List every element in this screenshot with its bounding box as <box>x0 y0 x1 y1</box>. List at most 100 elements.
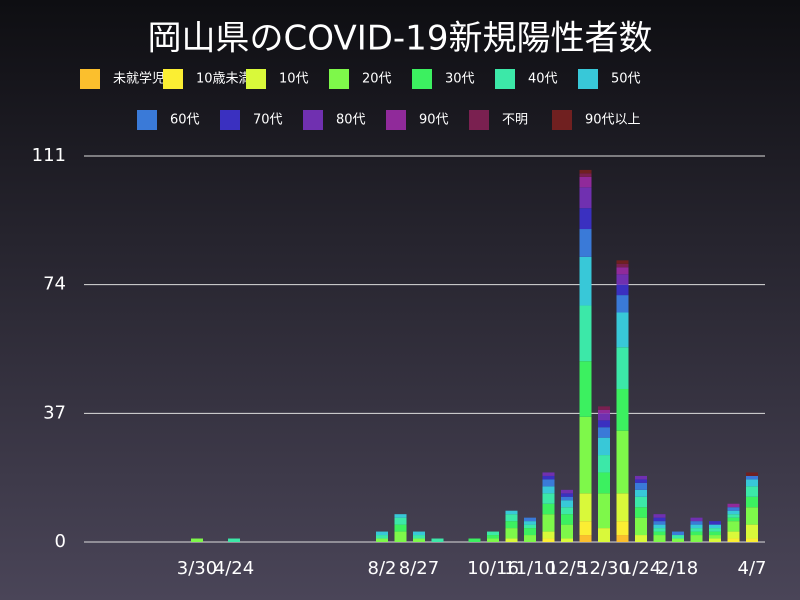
bar-segment <box>542 472 555 476</box>
legend-label: 未就学児 <box>113 71 165 87</box>
bar-segment <box>394 531 407 542</box>
bar-segment <box>542 493 555 504</box>
bar-segment <box>690 528 703 532</box>
bar-segment <box>487 531 499 536</box>
legend-label: 50代 <box>611 72 641 87</box>
bar-segment <box>561 524 573 539</box>
legend-swatch <box>469 110 489 130</box>
legend-label: 30代 <box>445 72 475 87</box>
bar-segment <box>653 514 666 518</box>
bar-segment <box>579 208 592 230</box>
bar-segment <box>727 510 740 515</box>
bar-segment <box>616 347 629 389</box>
bar-segment <box>413 538 425 542</box>
bar-segment <box>542 475 555 480</box>
bar-segment <box>690 535 703 542</box>
x-tick-label: 4/24 <box>214 558 254 579</box>
legend-label: 90代以上 <box>585 113 641 128</box>
bar-segment <box>228 538 240 542</box>
y-tick-label: 37 <box>43 402 66 423</box>
bar-segment <box>505 521 518 529</box>
bar-segment <box>542 538 555 542</box>
bar-segment <box>727 538 740 542</box>
bar-segment <box>579 187 592 209</box>
bar-segment <box>727 531 740 539</box>
bar-segment <box>746 524 758 539</box>
bar-segment <box>635 479 647 483</box>
bar-segment <box>616 493 629 522</box>
bar-segment <box>616 430 629 494</box>
bar-segment <box>579 229 592 257</box>
bar-segment <box>505 514 518 522</box>
bar-segment <box>561 496 573 501</box>
bar-segment <box>746 496 758 508</box>
bar-segment <box>524 517 536 522</box>
legend-swatch <box>303 110 323 130</box>
bar-segment <box>635 507 647 518</box>
bar-segment <box>598 437 610 456</box>
bar-segment <box>635 496 647 508</box>
bar-segment <box>394 524 407 532</box>
bar-segment <box>542 503 555 515</box>
legend-swatch <box>137 110 157 130</box>
bar-segment <box>616 263 629 268</box>
y-tick-label: 74 <box>43 274 66 295</box>
bar-segment <box>579 176 592 188</box>
legend-label: 10代 <box>279 72 309 87</box>
bar-segment <box>376 535 388 539</box>
bar-segment <box>598 427 610 438</box>
bar-segment <box>635 482 647 490</box>
bar-segment <box>690 517 703 522</box>
bar-segment <box>542 479 555 487</box>
x-tick-label: 12/30 <box>578 558 630 579</box>
bar-segment <box>616 312 629 348</box>
bar-segment <box>505 538 518 542</box>
legend-swatch <box>220 110 240 130</box>
y-tick-label: 111 <box>32 145 66 166</box>
bar-segment <box>579 416 592 494</box>
x-tick-label: 12/5 <box>547 558 587 579</box>
bar-segment <box>191 538 203 542</box>
bar-segment <box>524 535 536 542</box>
bar-segment <box>709 535 721 539</box>
bar-segment <box>579 521 592 536</box>
bar-segment <box>579 535 592 542</box>
bar-segment <box>727 517 740 522</box>
bar-segment <box>672 531 684 536</box>
bar-segment <box>616 535 629 542</box>
bar-segment <box>727 503 740 508</box>
bar-segment <box>653 531 666 536</box>
bar-segment <box>616 260 629 264</box>
bar-segment <box>653 528 666 532</box>
bar-segment <box>746 538 758 542</box>
bar-segment <box>672 538 684 542</box>
legend-swatch <box>80 69 100 89</box>
bar-segment <box>598 472 610 494</box>
bar-segment <box>579 173 592 177</box>
x-tick-label: 10/16 <box>467 558 519 579</box>
bar-segment <box>376 538 388 542</box>
bar-segment <box>653 521 666 525</box>
x-tick-label: 11/10 <box>504 558 556 579</box>
legend-label: 不明 <box>502 113 528 128</box>
legend-label: 20代 <box>362 72 392 87</box>
bar-segment <box>616 284 629 296</box>
bar-segment <box>394 514 407 518</box>
bar-segment <box>653 517 666 522</box>
bar-segment <box>727 507 740 511</box>
bar-segment <box>672 535 684 539</box>
bar-segment <box>635 535 647 542</box>
chart-title: 岡山県のCOVID-19新規陽性者数 <box>148 19 653 59</box>
x-tick-label: 2/18 <box>658 558 698 579</box>
bar-segment <box>746 507 758 525</box>
legend-label: 70代 <box>253 113 283 128</box>
legend-swatch <box>552 110 572 130</box>
bar-segment <box>579 361 592 417</box>
legend-swatch <box>495 69 515 89</box>
legend-swatch <box>329 69 349 89</box>
bar-segment <box>505 510 518 515</box>
x-tick-label: 1/24 <box>621 558 661 579</box>
legend-label: 80代 <box>336 113 366 128</box>
bar-segment <box>431 538 444 542</box>
